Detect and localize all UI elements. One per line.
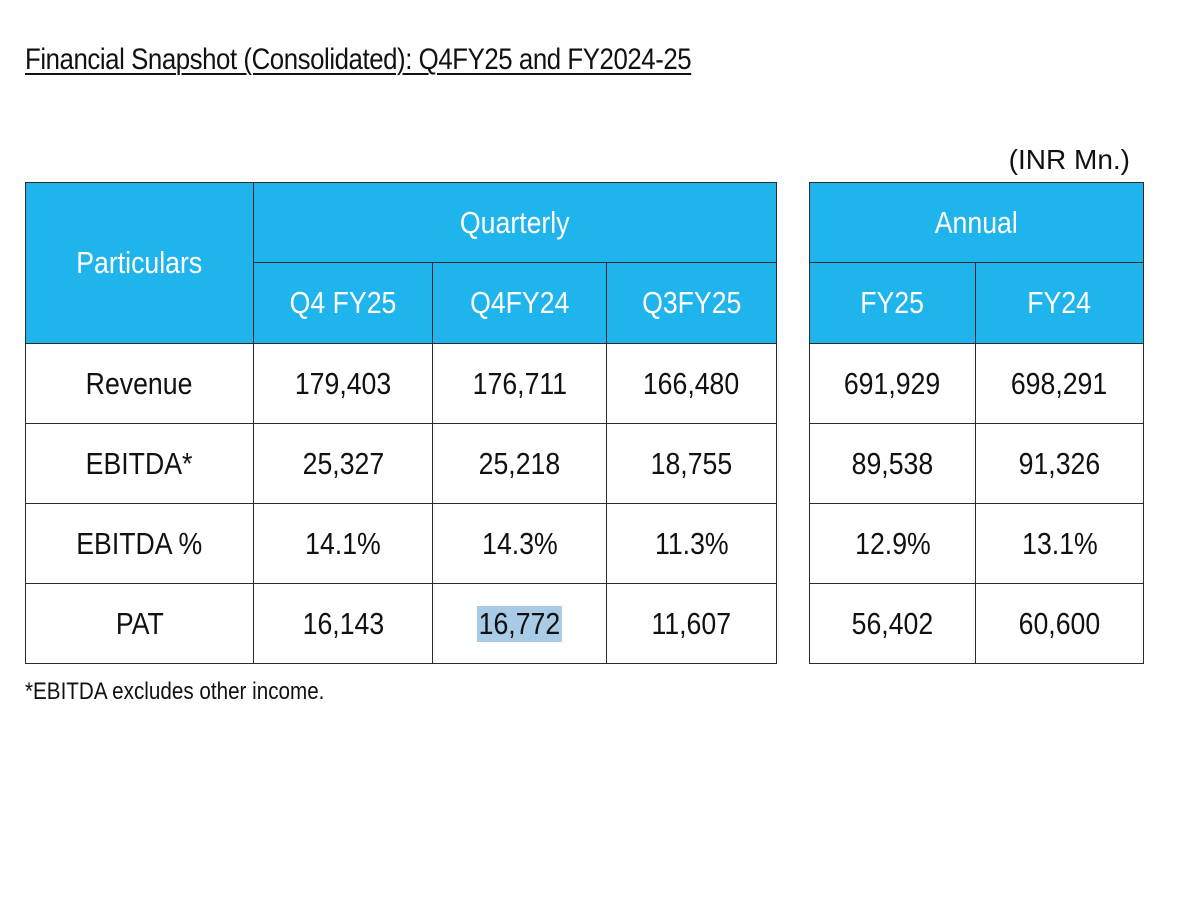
value-cell: 16,143 xyxy=(253,583,433,664)
value-cell: 25,218 xyxy=(432,423,607,504)
annual-table: Annual FY25 FY24 691,929 698,291 89,538 … xyxy=(809,182,1144,664)
value-cell: 14.3% xyxy=(432,503,607,584)
value-cell: 12.9% xyxy=(809,503,976,584)
column-header-fy24: FY24 xyxy=(975,262,1144,344)
value-cell-selected[interactable]: 16,772 xyxy=(432,583,607,664)
row-label: PAT xyxy=(25,583,254,664)
column-header-fy25: FY25 xyxy=(809,262,976,344)
column-header-q3fy25: Q3FY25 xyxy=(606,262,777,344)
value-cell: 166,480 xyxy=(606,343,777,424)
row-label: Revenue xyxy=(25,343,254,424)
column-header-q4fy25: Q4 FY25 xyxy=(253,262,433,344)
particulars-header: Particulars xyxy=(25,182,254,344)
table-row-ebitda-percent: 12.9% 13.1% xyxy=(809,503,1144,584)
value-cell: 89,538 xyxy=(809,423,976,504)
table-row-ebitda: 89,538 91,326 xyxy=(809,423,1144,504)
value-cell: 176,711 xyxy=(432,343,607,424)
value-cell: 14.1% xyxy=(253,503,433,584)
unit-label: (INR Mn.) xyxy=(1008,144,1130,175)
value-cell: 11.3% xyxy=(606,503,777,584)
quarterly-group-header: Quarterly xyxy=(253,182,777,263)
value-cell: 13.1% xyxy=(975,503,1144,584)
value-cell: 18,755 xyxy=(606,423,777,504)
value-cell: 11,607 xyxy=(606,583,777,664)
table-row-pat: 56,402 60,600 xyxy=(809,583,1144,664)
row-label: EBITDA* xyxy=(25,423,254,504)
column-header-q4fy24: Q4FY24 xyxy=(432,262,607,344)
table-row-revenue: 691,929 698,291 xyxy=(809,343,1144,424)
value-cell: 56,402 xyxy=(809,583,976,664)
value-cell: 179,403 xyxy=(253,343,433,424)
table-row-revenue: Revenue 179,403 176,711 166,480 xyxy=(25,343,777,424)
quarterly-table: Particulars Quarterly Q4 FY25 Q4FY24 Q3F… xyxy=(25,182,777,664)
table-row-ebitda: EBITDA* 25,327 25,218 18,755 xyxy=(25,423,777,504)
table-row-pat: PAT 16,143 16,772 11,607 xyxy=(25,583,777,664)
page-title: Financial Snapshot (Consolidated): Q4FY2… xyxy=(25,43,692,76)
value-cell: 91,326 xyxy=(975,423,1144,504)
value-cell: 60,600 xyxy=(975,583,1144,664)
value-cell: 691,929 xyxy=(809,343,976,424)
row-label: EBITDA % xyxy=(25,503,254,584)
selected-text[interactable]: 16,772 xyxy=(476,605,562,642)
value-cell: 698,291 xyxy=(975,343,1144,424)
annual-group-header: Annual xyxy=(809,182,1144,263)
footnote: *EBITDA excludes other income. xyxy=(25,678,325,705)
value-cell: 25,327 xyxy=(253,423,433,504)
table-row-ebitda-percent: EBITDA % 14.1% 14.3% 11.3% xyxy=(25,503,777,584)
